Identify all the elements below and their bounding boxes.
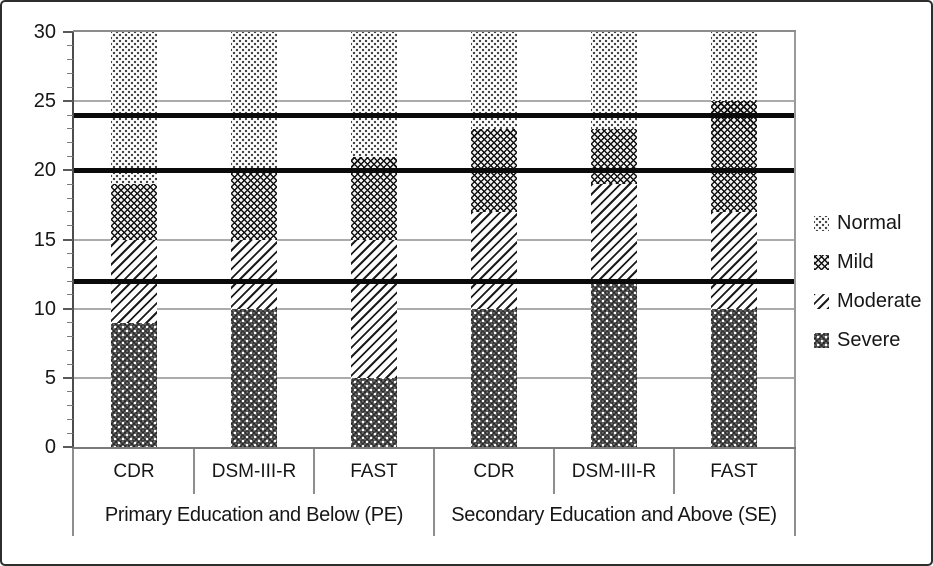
reference-line-24: [74, 112, 794, 118]
bar-segment-normal: [231, 32, 277, 171]
plot-top-border: [73, 30, 796, 33]
legend-item-normal: Normal: [814, 209, 931, 237]
axis-divider: [193, 449, 195, 494]
reference-line-12: [74, 278, 794, 284]
x-axis-line: [72, 447, 796, 449]
bar-segment-normal: [711, 32, 757, 102]
y-tick-label: 15: [33, 228, 56, 251]
axis-divider: [794, 449, 796, 536]
legend-item-severe: Severe: [814, 326, 931, 354]
legend-swatch-moderate-icon: [814, 293, 829, 309]
bar-segment-severe: [351, 377, 397, 447]
bar-segment-mild: [231, 170, 277, 240]
legend-swatch-severe-icon: [814, 332, 829, 348]
legend-item-mild: Mild: [814, 248, 931, 276]
legend-item-moderate: Moderate: [814, 287, 931, 315]
group-label-primary-education: Primary Education and Below (PE): [104, 503, 404, 526]
bar-segment-mild: [711, 101, 757, 212]
bar-segment-mild: [111, 184, 157, 240]
bar-segment-mild: [591, 128, 637, 185]
y-tick-label: 0: [44, 436, 56, 458]
bar-segment-normal: [111, 32, 157, 185]
bar-segment-severe: [591, 281, 637, 447]
bar-segment-moderate: [231, 239, 277, 309]
gridline: [74, 238, 794, 241]
y-tick-label: 20: [33, 159, 56, 182]
bar-segment-moderate: [351, 239, 397, 378]
category-label-pe-fast: FAST: [350, 460, 398, 482]
bar-segment-severe: [711, 308, 757, 447]
gridline: [74, 376, 794, 379]
legend-label-normal: Normal: [837, 211, 902, 234]
category-label-se-cdr: CDR: [473, 460, 515, 482]
axis-divider: [72, 449, 74, 536]
y-axis-line: [72, 32, 74, 449]
bar-segment-normal: [351, 32, 397, 157]
x-axis-group-row: Primary Education and Below (PE) Seconda…: [74, 494, 794, 536]
axis-divider: [673, 449, 675, 494]
legend-label-severe: Severe: [837, 328, 901, 351]
category-label-se-dsm: DSM-III-R: [571, 460, 657, 482]
axis-group-divider: [433, 449, 435, 536]
bar-segment-moderate: [591, 184, 637, 281]
legend-swatch-mild-icon: [814, 254, 829, 270]
group-label-secondary-education: Secondary Education and Above (SE): [451, 503, 777, 526]
plot-right-border: [794, 32, 796, 449]
gridline: [74, 307, 794, 310]
category-label-se-fast: FAST: [710, 460, 758, 482]
y-tick-label: 25: [33, 90, 56, 113]
category-label-pe-cdr: CDR: [113, 460, 155, 482]
legend: Normal Mild Moderate Severe: [814, 209, 931, 365]
y-tick-label: 5: [44, 366, 56, 389]
reference-line-20: [74, 167, 794, 173]
axis-divider: [553, 449, 555, 494]
legend-label-moderate: Moderate: [837, 289, 922, 312]
bar-segment-moderate: [471, 211, 517, 309]
axis-divider: [313, 449, 315, 494]
bar-segment-severe: [471, 308, 517, 447]
y-tick-label: 10: [33, 297, 56, 320]
gridline: [74, 100, 794, 103]
bar-segment-severe: [231, 308, 277, 447]
category-label-pe-dsm: DSM-III-R: [211, 460, 297, 482]
legend-swatch-normal-icon: [814, 215, 829, 231]
y-tick-label: 30: [33, 21, 56, 43]
x-axis-category-row: CDR DSM-III-R FAST CDR DSM-III-R FAST: [74, 449, 794, 494]
legend-label-mild: Mild: [837, 250, 874, 273]
bar-segment-severe: [111, 322, 157, 447]
bar-segment-moderate: [711, 211, 757, 309]
bar-segment-moderate: [111, 239, 157, 323]
plot-area: [74, 32, 794, 447]
